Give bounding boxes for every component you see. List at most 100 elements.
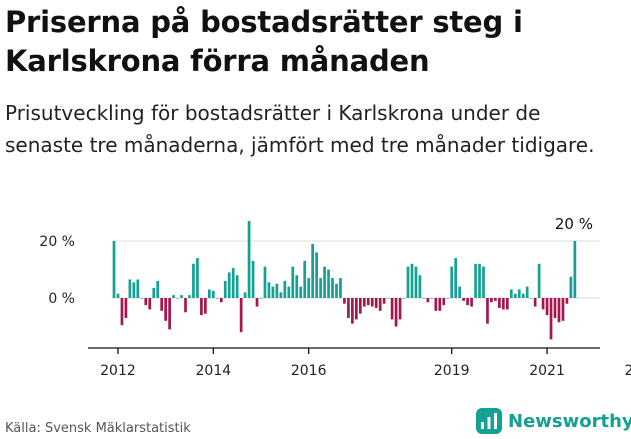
bar — [394, 298, 398, 327]
bar — [474, 263, 477, 298]
bar — [168, 298, 171, 330]
bar — [406, 266, 410, 298]
bar — [414, 266, 418, 298]
bar — [358, 298, 362, 314]
bars-group — [112, 221, 577, 340]
x-tick-label: 2014 — [196, 363, 232, 379]
bar — [462, 298, 465, 301]
bar — [319, 278, 322, 298]
bar — [569, 276, 573, 299]
bar — [382, 298, 386, 304]
bar — [490, 298, 493, 303]
bar — [430, 298, 434, 299]
bar — [446, 298, 450, 299]
bar — [255, 298, 259, 307]
bar — [355, 298, 358, 320]
bar — [565, 298, 569, 304]
bar — [422, 298, 426, 299]
bar — [541, 298, 545, 310]
brand-name: Newsworthy — [508, 410, 631, 432]
bar — [509, 289, 513, 298]
bar — [211, 290, 215, 299]
bar — [267, 282, 271, 298]
bar — [112, 241, 116, 298]
bar — [378, 298, 382, 311]
last-value-annotation: 20 % — [555, 215, 593, 233]
bar — [271, 286, 275, 298]
x-axis: 2012 2014 2016 2019 2021 2023 — [88, 347, 631, 379]
bar — [486, 298, 489, 324]
bar — [434, 298, 438, 311]
newsworthy-logo[interactable]: Newsworthy — [476, 408, 631, 434]
bar — [502, 298, 505, 310]
bar — [120, 298, 124, 326]
bar — [494, 298, 497, 301]
bar — [263, 266, 267, 298]
bar — [450, 266, 454, 298]
bar — [529, 298, 533, 299]
y-axis-labels: 20 % 0 % — [39, 234, 75, 307]
bar — [517, 289, 521, 298]
bar — [398, 298, 402, 320]
bar — [545, 298, 549, 316]
bar — [184, 298, 187, 313]
bar — [235, 275, 239, 298]
bar — [478, 263, 481, 298]
bar — [573, 241, 577, 298]
x-tick-label: 2019 — [434, 363, 470, 379]
bar — [410, 263, 414, 298]
bar — [283, 280, 287, 298]
bar — [549, 298, 553, 340]
bar — [327, 269, 330, 298]
bar — [243, 292, 247, 298]
bar — [331, 278, 334, 298]
bar — [311, 243, 314, 298]
bar — [231, 268, 235, 298]
bar — [438, 298, 442, 311]
bar — [180, 295, 183, 298]
bar — [470, 298, 473, 307]
bar — [164, 298, 167, 321]
bar — [152, 288, 156, 298]
source-note: Källa: Svensk Mäklarstatistik — [5, 421, 191, 436]
bar — [351, 298, 354, 324]
bar — [498, 298, 501, 308]
bar — [239, 298, 243, 333]
bar — [454, 258, 458, 298]
x-tick-label: 2016 — [291, 363, 327, 379]
bar — [303, 260, 307, 298]
x-tick-label: 2021 — [529, 363, 565, 379]
bar — [557, 298, 561, 323]
bar — [362, 298, 366, 307]
bar — [128, 279, 132, 298]
y-tick-label: 0 % — [48, 291, 75, 307]
bar — [402, 298, 406, 299]
bar — [537, 263, 541, 298]
bar — [374, 298, 378, 308]
bar — [140, 298, 144, 299]
bar — [525, 286, 529, 298]
bar — [247, 221, 251, 298]
bar — [418, 275, 422, 298]
bar — [466, 298, 469, 306]
bar — [188, 295, 191, 298]
bar — [204, 298, 207, 314]
bar — [192, 263, 195, 298]
chart-subtitle: Prisutveckling för bostadsrätter i Karls… — [5, 101, 595, 157]
bar — [366, 298, 370, 306]
bar — [513, 293, 517, 298]
bar-chart: 2012 2014 2016 2019 2021 2023 20 % 0 % 20 % — [39, 215, 631, 379]
bar — [227, 272, 231, 298]
bar — [124, 298, 128, 318]
bar — [215, 298, 219, 299]
bar — [561, 298, 565, 321]
bar — [339, 278, 342, 298]
bar — [343, 298, 346, 304]
bar — [132, 282, 136, 298]
bar — [315, 252, 318, 298]
x-tick-label: 2023 — [625, 363, 631, 379]
bar — [505, 298, 509, 310]
bar — [291, 266, 295, 298]
bar — [116, 293, 120, 298]
